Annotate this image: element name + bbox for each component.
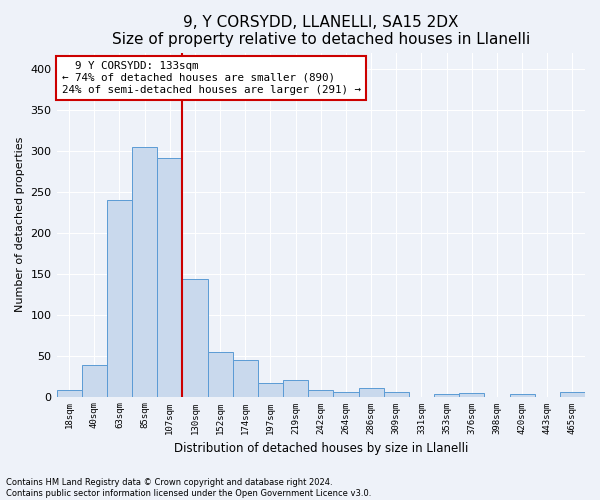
Y-axis label: Number of detached properties: Number of detached properties (15, 137, 25, 312)
Bar (107, 200, 132, 396)
X-axis label: Distribution of detached houses by size in Llanelli: Distribution of detached houses by size … (173, 442, 468, 455)
Bar (560, 392, 585, 396)
Bar (233, 360, 258, 397)
Text: Contains HM Land Registry data © Crown copyright and database right 2024.
Contai: Contains HM Land Registry data © Crown c… (6, 478, 371, 498)
Bar (132, 147, 157, 396)
Bar (283, 380, 308, 396)
Bar (157, 158, 182, 396)
Bar (56, 390, 82, 396)
Bar (434, 394, 459, 396)
Title: 9, Y CORSYDD, LLANELLI, SA15 2DX
Size of property relative to detached houses in: 9, Y CORSYDD, LLANELLI, SA15 2DX Size of… (112, 15, 530, 48)
Bar (208, 352, 233, 397)
Bar (359, 388, 383, 396)
Bar (182, 280, 208, 396)
Bar (383, 392, 409, 396)
Bar (308, 390, 334, 396)
Bar (509, 394, 535, 396)
Text: 9 Y CORSYDD: 133sqm
← 74% of detached houses are smaller (890)
24% of semi-detac: 9 Y CORSYDD: 133sqm ← 74% of detached ho… (62, 62, 361, 94)
Bar (334, 392, 359, 396)
Bar (258, 382, 283, 396)
Bar (459, 394, 484, 396)
Bar (82, 366, 107, 396)
